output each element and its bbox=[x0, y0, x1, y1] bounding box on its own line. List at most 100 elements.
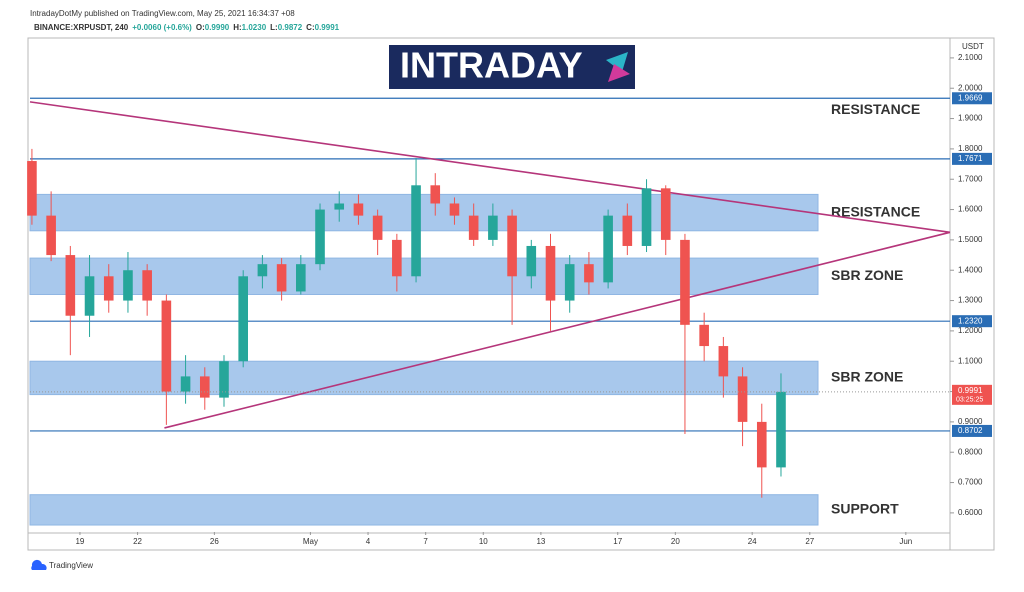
change: +0.0060 (+0.6%) bbox=[132, 23, 192, 32]
y-tick-label: 1.7000 bbox=[958, 174, 983, 183]
candle-body bbox=[353, 203, 364, 216]
plot bbox=[29, 193, 819, 526]
candle-body bbox=[507, 215, 517, 277]
candle-body bbox=[84, 276, 95, 316]
logo-arrow-up bbox=[606, 52, 628, 72]
chart-frame bbox=[27, 37, 995, 551]
y-tick-label: 1.2000 bbox=[958, 326, 983, 335]
level-label: 1.9669 bbox=[958, 93, 983, 102]
candle-body bbox=[334, 203, 345, 210]
x-tick-label: 10 bbox=[479, 537, 488, 546]
x-tick-label: 4 bbox=[366, 537, 371, 546]
candle-body bbox=[296, 264, 306, 292]
y-tick-label: 0.9000 bbox=[958, 417, 983, 426]
candle-body bbox=[180, 376, 191, 392]
x-tick-label: 13 bbox=[536, 537, 545, 546]
candle-body bbox=[756, 421, 767, 468]
candle-body bbox=[737, 376, 748, 422]
ohlc-value: 0.9990 bbox=[205, 23, 230, 32]
candle-body bbox=[584, 264, 594, 283]
x-tick-label: 26 bbox=[210, 537, 219, 546]
last-price-label: 0.9991 bbox=[958, 386, 983, 395]
zone-annotation: SUPPORT bbox=[831, 501, 899, 517]
candle-body bbox=[411, 185, 421, 277]
ohlc-label: O: bbox=[196, 23, 205, 32]
zone-annotation: SBR ZONE bbox=[831, 369, 903, 385]
y-tick-label: 0.6000 bbox=[958, 508, 983, 517]
candle-body bbox=[699, 324, 709, 347]
last-price-tag bbox=[952, 384, 992, 405]
candle-body bbox=[449, 203, 460, 216]
candle-body bbox=[488, 215, 498, 240]
x-tick-label: 27 bbox=[805, 537, 814, 546]
ohlc-value: 0.9872 bbox=[278, 23, 303, 32]
y-tick-label: 0.8000 bbox=[958, 447, 983, 456]
tv-icon bbox=[31, 559, 47, 570]
candle-body bbox=[680, 239, 690, 325]
ohlc-value: 1.0230 bbox=[242, 23, 267, 32]
ohlc-label: H: bbox=[233, 23, 241, 32]
logo-box bbox=[389, 45, 635, 89]
y-tick-label: 1.1000 bbox=[958, 356, 983, 365]
y-tick-label: 1.8000 bbox=[958, 144, 983, 153]
candle-body bbox=[430, 185, 441, 204]
candle-body bbox=[392, 239, 402, 277]
currency: USDT bbox=[962, 42, 984, 51]
y-tick-label: 2.1000 bbox=[958, 53, 983, 62]
logo-arrow-down bbox=[608, 64, 630, 82]
candle-body bbox=[603, 215, 613, 283]
candle-body bbox=[27, 161, 37, 216]
y-tick-label: 1.4000 bbox=[958, 265, 983, 274]
candle-body bbox=[65, 255, 76, 316]
x-tick-label: 7 bbox=[423, 537, 428, 546]
candle-body bbox=[123, 270, 133, 301]
y-tick-label: 2.0000 bbox=[958, 83, 983, 92]
zone bbox=[29, 193, 819, 232]
candle-body bbox=[257, 264, 268, 277]
candle-body bbox=[161, 300, 172, 392]
y-tick-label: 1.6000 bbox=[958, 205, 983, 214]
ohlc-label: L: bbox=[270, 23, 278, 32]
level-label: 1.2320 bbox=[958, 316, 983, 325]
zone bbox=[29, 494, 819, 526]
y-tick-label: 1.5000 bbox=[958, 235, 983, 244]
ohlc-label: C: bbox=[306, 23, 314, 32]
candle-body bbox=[641, 188, 652, 246]
x-tick-label: 24 bbox=[748, 537, 757, 546]
candle-body bbox=[526, 245, 537, 277]
level-tag bbox=[952, 424, 992, 437]
zone bbox=[29, 360, 819, 396]
zone-annotation: SBR ZONE bbox=[831, 267, 903, 283]
symbol-line: BINANCE:XRPUSDT, 240 +0.0060 (+0.6%) O:0.9… bbox=[34, 23, 340, 32]
candle-body bbox=[545, 245, 556, 301]
candle-body bbox=[46, 215, 56, 256]
symbol: BINANCE:XRPUSDT, 240 bbox=[34, 23, 129, 32]
x-tick-label: 19 bbox=[75, 537, 84, 546]
level-tag bbox=[952, 152, 992, 165]
candle-body bbox=[660, 188, 671, 240]
candle-body bbox=[776, 391, 786, 468]
x-tick-label: Jun bbox=[899, 537, 912, 546]
candle-body bbox=[238, 276, 248, 362]
x-tick-label: 22 bbox=[133, 537, 142, 546]
countdown: 03:25:25 bbox=[956, 397, 983, 404]
y-tick-label: 1.3000 bbox=[958, 296, 983, 305]
candle-body bbox=[468, 215, 479, 240]
candle-body bbox=[622, 215, 633, 246]
candle-body bbox=[564, 264, 575, 301]
candle-body bbox=[372, 215, 383, 240]
candle-body bbox=[103, 276, 114, 301]
level-label: 1.7671 bbox=[958, 154, 983, 163]
published: IntradayDotMy published on TradingView.c… bbox=[30, 9, 295, 18]
x-tick-label: May bbox=[303, 537, 318, 546]
candle-body bbox=[315, 209, 325, 265]
x-tick-label: 17 bbox=[613, 537, 622, 546]
y-tick-label: 1.9000 bbox=[958, 114, 983, 123]
level-tag bbox=[952, 92, 992, 105]
ohlc-value: 0.9991 bbox=[315, 23, 340, 32]
y-tick-label: 0.7000 bbox=[958, 478, 983, 487]
candle-body bbox=[276, 264, 287, 292]
level-label: 0.8702 bbox=[958, 426, 983, 435]
logo: INTRADAY bbox=[400, 45, 583, 86]
